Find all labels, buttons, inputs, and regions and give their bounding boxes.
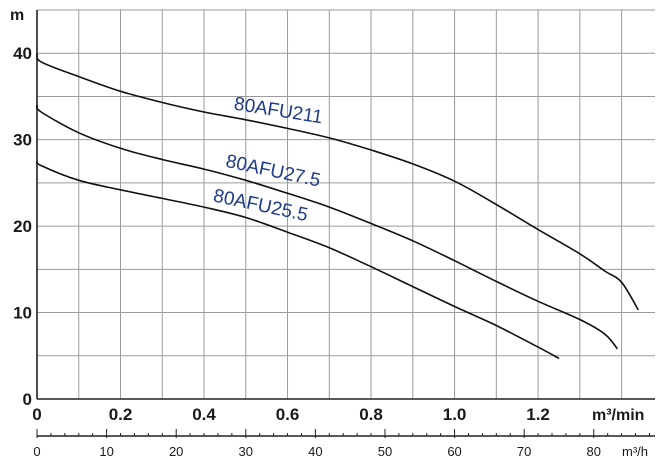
secondary-x-tick-label: 70	[517, 444, 531, 459]
secondary-x-tick-label: 80	[587, 444, 601, 459]
x-tick-label: 1.0	[443, 405, 467, 424]
y-tick-label: 20	[13, 217, 32, 236]
series-line-80afu25-5	[35, 160, 560, 360]
secondary-x-tick-label: 30	[239, 444, 253, 459]
series-line-80afu27-5	[35, 104, 619, 350]
secondary-x-axis-unit-label: m³/h	[622, 444, 648, 459]
secondary-x-tick-label: 50	[378, 444, 392, 459]
x-axis-unit-label: m³/min	[592, 407, 644, 424]
grid	[37, 9, 655, 399]
secondary-x-tick-label: 60	[447, 444, 461, 459]
secondary-x-tick-label: 40	[308, 444, 322, 459]
y-tick-label: 40	[13, 44, 32, 63]
secondary-x-tick-label: 0	[33, 444, 40, 459]
x-tick-label: 0.4	[192, 405, 216, 424]
y-axis-unit-label: m	[10, 7, 24, 24]
curves	[35, 52, 639, 360]
x-tick-label: 0.2	[109, 405, 133, 424]
y-tick-label: 30	[13, 131, 32, 150]
secondary-x-tick-label: 10	[99, 444, 113, 459]
x-tick-label: 1.2	[526, 405, 550, 424]
series-line-80afu211	[35, 52, 639, 311]
y-tick-label: 0	[23, 390, 32, 409]
x-tick-label: 0.6	[276, 405, 300, 424]
x-tick-label: 0	[32, 405, 41, 424]
series-label: 80AFU25.5	[211, 186, 309, 227]
y-tick-label: 10	[13, 304, 32, 323]
x-tick-label: 0.8	[359, 405, 383, 424]
axes	[36, 10, 655, 438]
secondary-x-tick-label: 20	[169, 444, 183, 459]
labels: 0 10 20 30 40 0 0.2 0.4 0.6 0.8 1.0 1.2 0 10 20 30 40 50 6…	[13, 44, 601, 459]
series-label: 80AFU27.5	[224, 151, 322, 192]
